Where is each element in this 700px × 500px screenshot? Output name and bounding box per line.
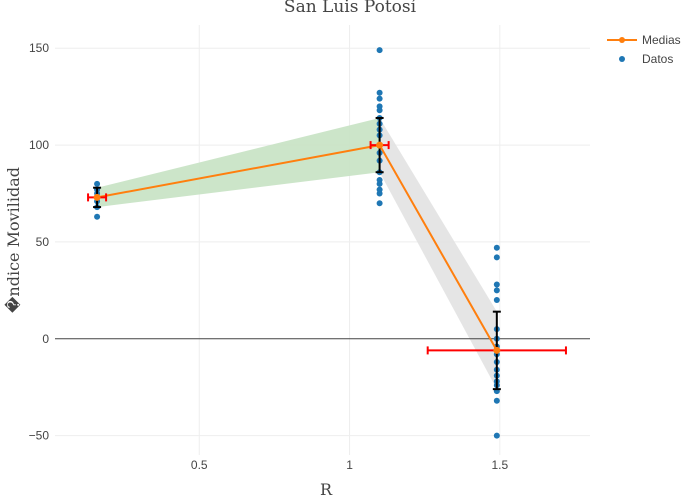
y-tick-label-3: 100 [29, 138, 49, 152]
grid [55, 25, 590, 455]
data-point-11 [376, 107, 383, 114]
legend-item-datos[interactable]: Datos [619, 52, 673, 66]
data-point-26 [493, 254, 500, 261]
legend-datos-marker [619, 56, 625, 62]
chart-title: San Luis Potosí [284, 0, 417, 17]
y-tick-label-0: −50 [29, 429, 50, 443]
confidence-bands [97, 117, 497, 390]
data-point-21 [376, 180, 383, 187]
mean-point-0 [93, 193, 101, 201]
mean-point-2 [493, 346, 501, 354]
mean-point-1 [376, 141, 384, 149]
data-point-24 [376, 200, 383, 207]
data-point-41 [493, 432, 500, 439]
legend: Medias Datos [607, 33, 681, 66]
legend-item-medias[interactable]: Medias [607, 33, 681, 47]
x-tick-label-2: 1.5 [491, 458, 508, 472]
x-tick-label-0: 0.5 [191, 458, 208, 472]
data-point-27 [493, 281, 500, 288]
data-point-40 [493, 397, 500, 404]
legend-datos-label: Datos [642, 52, 673, 66]
data-point-23 [376, 190, 383, 197]
mean-series [87, 116, 567, 391]
legend-medias-marker [619, 37, 625, 43]
x-tick-label-1: 1 [346, 458, 353, 472]
data-point-25 [493, 244, 500, 251]
data-point-6 [94, 213, 101, 220]
x-axis-title: R [320, 480, 333, 499]
confidence-band-1 [379, 117, 497, 390]
y-tick-label-4: 150 [29, 41, 49, 55]
y-tick-label-2: 50 [36, 235, 50, 249]
y-tick-label-1: 0 [42, 332, 49, 346]
confidence-band-0 [97, 117, 380, 208]
data-point-29 [493, 297, 500, 304]
y-axis-title: �ndice Movilidad [4, 167, 23, 313]
x-tick-labels: 0.5 1 1.5 [191, 458, 509, 472]
data-point-28 [493, 287, 500, 294]
data-point-9 [376, 95, 383, 102]
y-tick-labels: −50 0 50 100 150 [29, 41, 50, 442]
data-point-8 [376, 89, 383, 96]
data-point-7 [376, 47, 383, 54]
legend-medias-label: Medias [642, 33, 681, 47]
data-point-0 [94, 180, 101, 187]
